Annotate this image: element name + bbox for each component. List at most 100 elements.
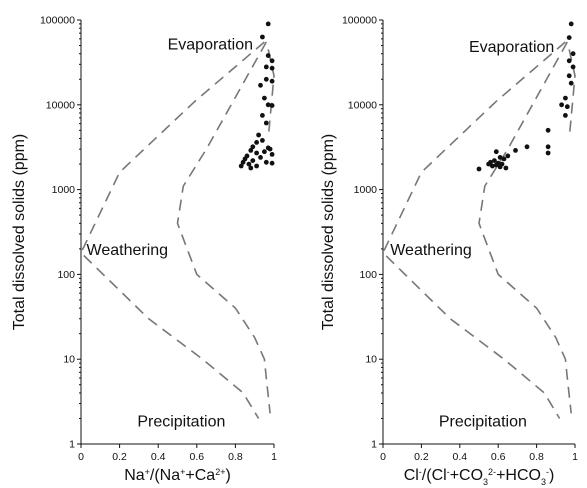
y-tick-label: 10 — [63, 354, 75, 366]
y-tick-label: 100 — [57, 269, 75, 281]
data-point — [263, 159, 269, 165]
data-point — [256, 132, 261, 138]
data-point — [269, 103, 275, 108]
data-point — [269, 160, 275, 166]
gibbs-envelope-line — [568, 49, 576, 139]
gibbs-envelope-line — [80, 41, 265, 419]
data-point — [267, 146, 273, 152]
data-point — [570, 64, 576, 70]
data-point — [254, 150, 259, 156]
data-point — [248, 148, 254, 153]
y-tick-label: 1 — [69, 439, 75, 451]
x-tick-label: 0.8 — [529, 451, 544, 463]
data-point — [265, 53, 271, 58]
data-point — [566, 73, 572, 79]
data-point — [476, 166, 482, 172]
data-point — [240, 159, 246, 165]
x-tick-label: 0.4 — [151, 451, 166, 463]
data-point — [254, 163, 259, 169]
y-tick-label: 10000 — [46, 99, 75, 111]
data-point — [269, 65, 275, 71]
data-point — [497, 155, 503, 160]
data-point — [265, 21, 271, 27]
region-label: Evaporation — [168, 36, 253, 53]
data-point — [566, 35, 572, 40]
data-point — [570, 51, 576, 57]
data-point — [248, 165, 254, 171]
data-point — [545, 127, 551, 133]
data-point — [524, 144, 530, 150]
data-point — [263, 64, 269, 70]
data-point — [250, 158, 256, 164]
data-point — [238, 163, 244, 169]
data-point — [503, 165, 509, 171]
data-point — [254, 140, 259, 145]
x-tick-label: 1 — [572, 451, 578, 463]
y-tick-label: 10 — [365, 354, 377, 366]
x-tick-label: 0 — [380, 451, 386, 463]
y-tick-label: 10000 — [348, 99, 377, 111]
y-tick-label: 100000 — [342, 15, 377, 27]
data-point — [497, 164, 503, 170]
x-tick-label: 0.6 — [189, 451, 204, 463]
data-point — [490, 163, 495, 169]
data-point — [564, 104, 570, 110]
data-point — [260, 138, 265, 143]
data-point — [568, 21, 574, 27]
gibbs-envelope-line — [382, 41, 566, 419]
left-panel: 1 10 100 1000 10000 100000 0 0.2 0.4 0.6 0.8 1 Evapo… — [11, 15, 277, 485]
x-tick-label: 0.2 — [112, 451, 127, 463]
x-tick-label: 0.6 — [491, 451, 506, 463]
x-tick-label: 0 — [78, 451, 84, 463]
data-point — [269, 152, 275, 157]
data-point — [260, 113, 265, 118]
data-point — [513, 148, 518, 153]
gibbs-envelope-line — [478, 41, 572, 414]
region-label: Precipitation — [137, 414, 225, 431]
data-point — [545, 144, 551, 150]
y-axis-title: Total dissolved solids (ppm) — [320, 134, 337, 331]
x-axis-title: Cl-/(Cl-+CO32-+HCO3-) — [404, 467, 555, 487]
data-point — [262, 149, 267, 155]
data-point — [250, 144, 256, 150]
data-point — [492, 158, 497, 164]
data-point — [263, 76, 269, 82]
region-label: Weathering — [87, 242, 169, 259]
data-point — [269, 78, 275, 84]
x-tick-label: 1 — [271, 451, 277, 463]
data-point — [545, 150, 551, 156]
data-point — [559, 102, 564, 108]
data-point — [265, 102, 271, 108]
y-tick-label: 1000 — [52, 184, 76, 196]
x-tick-label: 0.4 — [452, 451, 467, 463]
data-point — [568, 80, 574, 86]
y-tick-label: 1000 — [354, 184, 378, 196]
data-point — [563, 113, 568, 118]
x-tick-label: 0.8 — [228, 451, 243, 463]
gibbs-envelope-line — [267, 49, 275, 139]
region-label: Evaporation — [469, 39, 554, 56]
data-point — [486, 161, 491, 167]
data-point — [501, 156, 507, 162]
data-point — [263, 120, 269, 126]
y-axis-title: Total dissolved solids (ppm) — [11, 134, 28, 331]
y-tick-label: 1 — [371, 439, 377, 451]
data-point — [260, 34, 265, 40]
data-point — [258, 155, 263, 160]
right-panel: 1 10 100 1000 10000 100000 0 0.2 0.4 0.6 0.8 1 Evapo… — [320, 15, 578, 488]
data-point — [563, 95, 568, 101]
region-label: Precipitation — [439, 414, 527, 431]
data-point — [258, 82, 263, 88]
data-point — [246, 161, 252, 167]
data-point — [493, 149, 499, 155]
data-point — [505, 153, 511, 159]
x-axis-title: Na+/(Na++Ca2+) — [124, 467, 231, 484]
data-point — [566, 58, 572, 64]
data-point — [493, 162, 499, 168]
data-point — [262, 95, 267, 101]
y-tick-label: 100000 — [40, 15, 75, 27]
x-tick-label: 0.2 — [414, 451, 429, 463]
region-label: Weathering — [390, 242, 472, 259]
gibbs-envelope-line — [176, 41, 271, 414]
